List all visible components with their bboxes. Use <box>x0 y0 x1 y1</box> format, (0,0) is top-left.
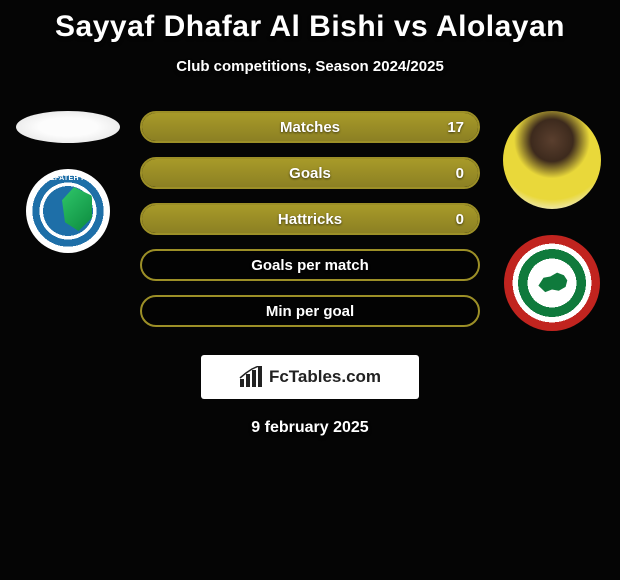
stat-bar-label: Goals <box>289 165 331 182</box>
club-badge-left-label: ALFATEH FC <box>45 175 91 182</box>
stat-bar-value-right: 0 <box>456 211 464 228</box>
stat-bar: Min per goal <box>140 295 480 327</box>
stat-bar: Hattricks 0 <box>140 203 480 235</box>
page-subtitle: Club competitions, Season 2024/2025 <box>0 58 620 75</box>
stat-bar-value-right: 0 <box>456 165 464 182</box>
stat-bar-label: Goals per match <box>251 257 369 274</box>
date-label: 9 february 2025 <box>0 419 620 437</box>
player-avatar-placeholder <box>16 111 120 143</box>
brand-badge: FcTables.com <box>201 355 419 399</box>
player-avatar-photo <box>503 111 601 209</box>
right-column <box>492 111 612 331</box>
club-badge-right <box>504 235 600 331</box>
stat-bar-label: Min per goal <box>266 303 354 320</box>
comparison-area: ALFATEH FC Matches17Goals0Hattricks0Goal… <box>0 111 620 331</box>
bar-chart-icon <box>239 366 263 388</box>
stat-bars: Matches 17 Goals 0 Hattricks 0 Goals per match… <box>140 111 480 327</box>
stat-bar: Matches 17 <box>140 111 480 143</box>
stat-bar-value-right: 17 <box>447 119 464 136</box>
club-badge-left: ALFATEH FC <box>26 169 110 253</box>
stat-bar-label: Hattricks <box>278 211 342 228</box>
stat-bar: Goals per match <box>140 249 480 281</box>
stat-bar-label: Matches <box>280 119 340 136</box>
brand-label: FcTables.com <box>269 367 381 387</box>
left-column: ALFATEH FC <box>8 111 128 253</box>
stat-bar: Goals 0 <box>140 157 480 189</box>
page-title: Sayyaf Dhafar Al Bishi vs Alolayan <box>0 0 620 44</box>
